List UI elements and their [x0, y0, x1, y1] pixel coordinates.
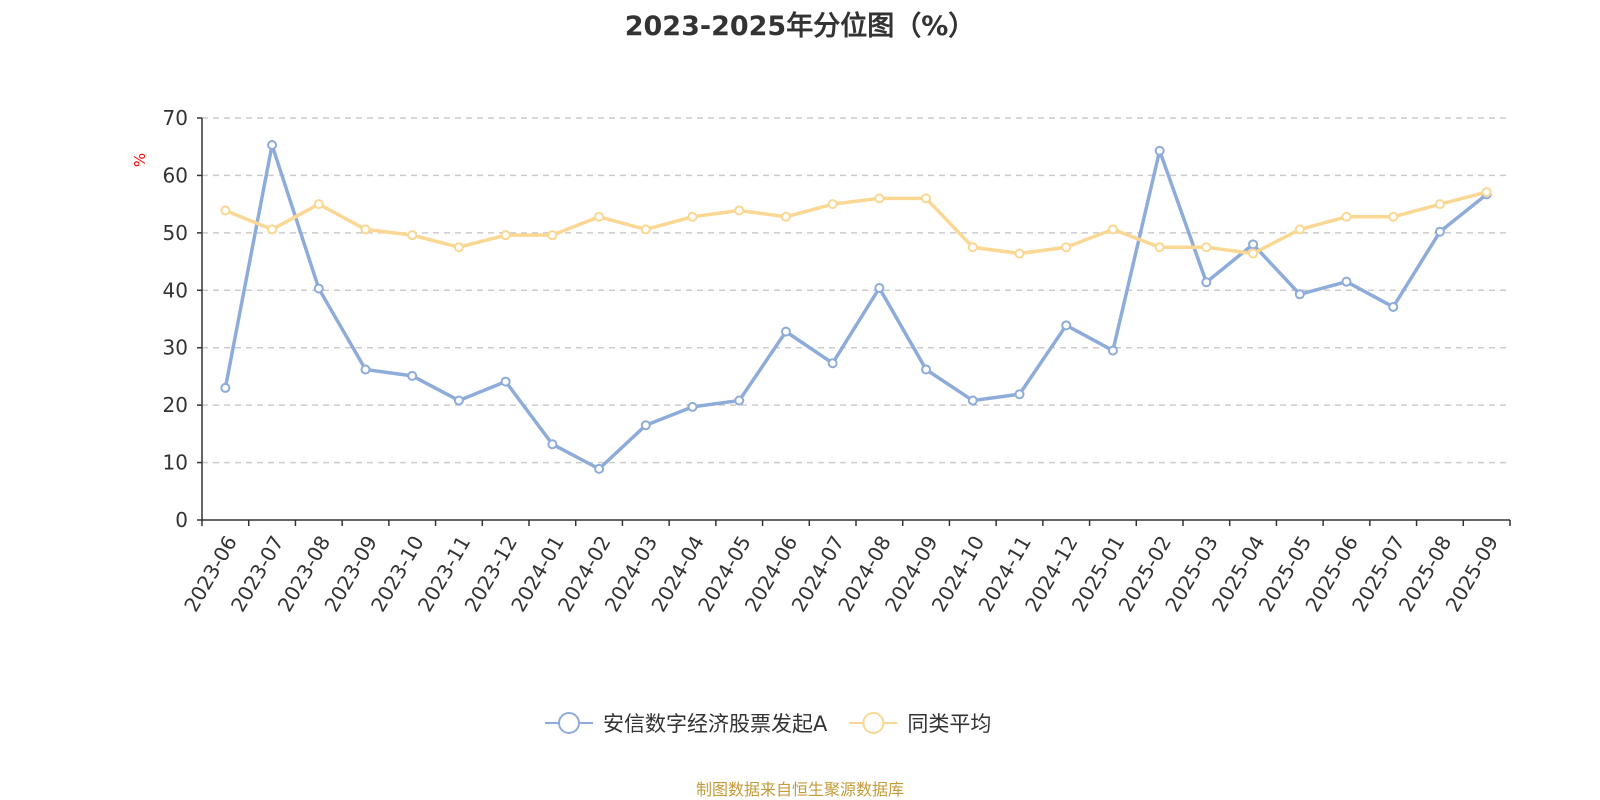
- data-point[interactable]: [827, 358, 838, 369]
- data-point[interactable]: [1434, 199, 1445, 210]
- series-1: [220, 139, 1492, 474]
- data-point[interactable]: [640, 224, 651, 235]
- data-point[interactable]: [360, 364, 371, 375]
- y-tick-label: 30: [163, 336, 188, 360]
- y-tick-label: 10: [163, 451, 188, 475]
- data-point[interactable]: [1107, 345, 1118, 356]
- legend-item-1[interactable]: 安信数字经济股票发起A: [545, 712, 828, 736]
- data-point[interactable]: [267, 224, 278, 235]
- data-point[interactable]: [687, 401, 698, 412]
- data-point[interactable]: [1154, 145, 1165, 156]
- y-tick-label: 60: [163, 163, 188, 187]
- data-point[interactable]: [921, 193, 932, 204]
- data-point[interactable]: [407, 230, 418, 241]
- data-source-note: 制图数据来自恒生聚源数据库: [695, 780, 904, 799]
- data-point[interactable]: [220, 205, 231, 216]
- data-point[interactable]: [1201, 277, 1212, 288]
- data-point[interactable]: [1014, 389, 1025, 400]
- data-point[interactable]: [1014, 248, 1025, 259]
- data-point[interactable]: [1061, 242, 1072, 253]
- y-tick-label: 50: [163, 221, 188, 245]
- data-point[interactable]: [1248, 239, 1259, 250]
- data-point[interactable]: [594, 211, 605, 222]
- data-point[interactable]: [1061, 320, 1072, 331]
- data-point[interactable]: [1388, 211, 1399, 222]
- data-point[interactable]: [734, 205, 745, 216]
- data-point[interactable]: [360, 224, 371, 235]
- data-point[interactable]: [1294, 224, 1305, 235]
- data-point[interactable]: [594, 463, 605, 474]
- data-point[interactable]: [640, 420, 651, 431]
- data-point[interactable]: [1154, 242, 1165, 253]
- data-point[interactable]: [780, 326, 791, 337]
- data-point[interactable]: [874, 193, 885, 204]
- series-line: [223, 143, 1488, 471]
- x-tick-labels: 2023-062023-072023-082023-092023-102023-…: [179, 520, 1511, 616]
- data-point[interactable]: [687, 211, 698, 222]
- data-point[interactable]: [500, 230, 511, 241]
- data-point[interactable]: [313, 199, 324, 210]
- data-point[interactable]: [547, 230, 558, 241]
- data-point[interactable]: [734, 395, 745, 406]
- data-point[interactable]: [1341, 276, 1352, 287]
- series-2: [220, 187, 1492, 259]
- y-axis-label: %: [131, 153, 149, 167]
- data-point[interactable]: [921, 364, 932, 375]
- data-point[interactable]: [780, 211, 791, 222]
- data-point[interactable]: [1294, 289, 1305, 300]
- legend-marker: [558, 712, 580, 734]
- y-tick-label: 40: [163, 278, 188, 302]
- data-point[interactable]: [1481, 187, 1492, 198]
- y-tick-label: 70: [163, 106, 188, 130]
- data-point[interactable]: [407, 370, 418, 381]
- data-point[interactable]: [1434, 226, 1445, 237]
- data-point[interactable]: [267, 139, 278, 150]
- data-point[interactable]: [220, 382, 231, 393]
- data-point[interactable]: [1248, 248, 1259, 259]
- legend-label: 安信数字经济股票发起A: [603, 712, 828, 736]
- data-point[interactable]: [453, 395, 464, 406]
- data-point[interactable]: [500, 376, 511, 387]
- legend-label: 同类平均: [907, 712, 991, 736]
- series-lines: [220, 139, 1492, 474]
- data-point[interactable]: [313, 283, 324, 294]
- data-point[interactable]: [1107, 224, 1118, 235]
- data-point[interactable]: [874, 282, 885, 293]
- data-point[interactable]: [1388, 301, 1399, 312]
- data-point[interactable]: [1201, 242, 1212, 253]
- legend-marker: [862, 712, 885, 734]
- data-point[interactable]: [967, 242, 978, 253]
- data-point[interactable]: [827, 199, 838, 210]
- chart-title: 2023-2025年分位图（%）: [624, 11, 976, 42]
- data-point[interactable]: [547, 439, 558, 450]
- data-point[interactable]: [1341, 211, 1352, 222]
- y-tick-label: 20: [163, 393, 188, 417]
- legend[interactable]: 安信数字经济股票发起A 同类平均: [545, 712, 991, 736]
- data-point[interactable]: [453, 242, 464, 253]
- data-point[interactable]: [967, 395, 978, 406]
- y-tick-label: 0: [175, 508, 188, 532]
- series-line: [224, 190, 1488, 256]
- y-tick-labels: 0 10 20 30 40 50 60 70: [163, 106, 202, 532]
- legend-item-2[interactable]: 同类平均: [849, 712, 991, 736]
